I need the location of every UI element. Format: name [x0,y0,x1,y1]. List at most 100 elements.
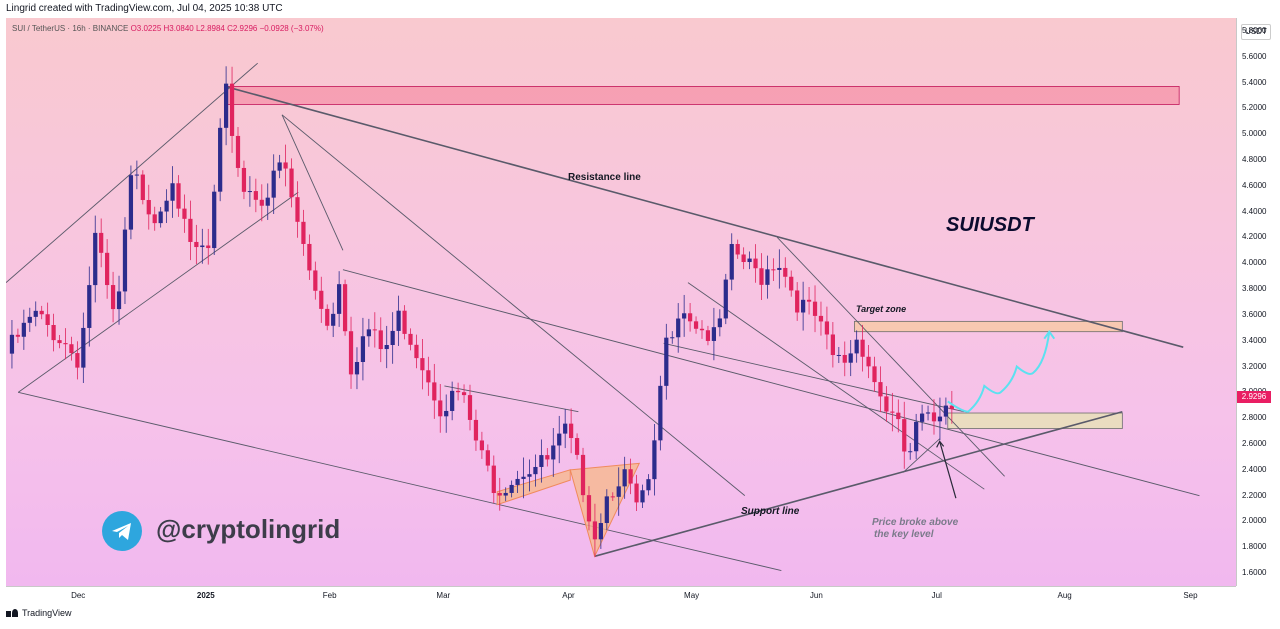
candle-body [170,183,175,201]
price-tick-label: 2.4000 [1242,464,1267,474]
time-axis[interactable]: Dec 2025 Feb Mar Apr May Jun Jul Aug Sep [6,586,1236,605]
candle-body [420,358,425,371]
candle-body [539,455,544,467]
candle-body [271,170,276,198]
candle-body [824,321,830,335]
last-price-badge: 2.9296 [1237,391,1271,403]
chart-legend: SUI / TetherUS · 16h · BINANCE O3.0225 H… [12,24,324,33]
candle-body [87,285,92,328]
candle-body [789,276,794,291]
support-line [594,410,1123,558]
candle-body [878,382,883,397]
candle-body [830,334,835,356]
candle-body [658,385,663,441]
price-tick-label: 2.8000 [1242,413,1267,423]
candle-body [241,167,247,192]
candle-body [75,353,80,368]
candle-body [259,199,264,206]
price-tick-label: 4.8000 [1242,155,1267,164]
currency-unit[interactable]: USDT [1241,24,1271,40]
tradingview-logo-icon [6,609,18,617]
candle-body [616,486,621,497]
candle-body [818,315,824,322]
candle-body [164,200,169,212]
candle-body [551,445,556,460]
candle-body [116,291,122,310]
candle-body [277,162,282,171]
time-tick-label: Feb [322,591,337,600]
candle-body [872,366,877,383]
candle-body [146,200,151,215]
candle-body [914,421,919,452]
candle-body [836,354,841,356]
candle-body [331,313,336,326]
candle-body [741,254,746,263]
candle-body [937,416,943,422]
time-tick-label: Jul [931,591,942,600]
time-tick-label: Sep [1183,591,1198,600]
breakout-note: Price broke above the key level [872,517,958,541]
trendline-9 [663,342,965,413]
candle-body [533,466,538,475]
candle-body [890,411,895,413]
candle-body [640,490,645,503]
candle-body [27,316,32,323]
price-axis[interactable]: USDT 1.6000 1.8000 2.0000 2.2000 2.4000 2.600… [1236,18,1277,586]
candle-body [295,197,300,222]
candle-body [527,474,532,477]
support-line-label: Support line [741,506,800,517]
price-chart[interactable] [6,18,1236,586]
price-tick-label: 3.6000 [1242,309,1267,319]
chart-area[interactable]: SUI / TetherUS · 16h · BINANCE O3.0225 H… [6,18,1236,586]
chart-credit: Lingrid created with TradingView.com, Ju… [0,0,1280,18]
footer-brand[interactable]: TradingView [6,608,72,618]
candle-body [378,330,383,350]
candle-body [467,395,473,420]
price-tick-label: 2.6000 [1242,439,1267,448]
candle-body [372,329,377,331]
candle-body [110,285,116,310]
candle-body [604,496,609,524]
candle-body [586,495,592,522]
price-tick-label: 2.2000 [1242,490,1267,500]
candle-body [301,221,306,244]
candle-body [21,322,26,337]
candle-body [200,245,205,248]
candle-body [69,344,74,354]
candle-body [194,241,199,248]
candle-body [919,413,925,422]
trendline-1 [17,191,299,393]
candle-body [444,410,449,417]
candle-body [485,450,490,466]
candle-body [140,174,145,201]
candle-body [860,339,865,357]
candle-body [949,405,954,410]
candle-body [622,469,627,487]
candle-body [884,396,889,412]
note-pointer-arrow-head [936,440,945,448]
candle-body [765,269,770,285]
zone-1 [854,320,1123,333]
price-tick-label: 2.0000 [1242,516,1267,526]
candle-body [664,337,669,386]
candle-body [580,454,586,496]
candle-body [182,208,187,219]
candle-body [842,354,847,363]
candle-body [557,433,562,446]
legend-ohlc: O3.0225 H3.0840 L2.8984 C2.9296 −0.0928 … [130,24,324,33]
candle-body [735,244,740,255]
candle-body [218,127,223,192]
candle-body [693,321,699,329]
candle-body [801,299,806,313]
price-tick-label: 3.2000 [1242,361,1267,371]
candle-body [479,440,485,451]
candle-body [854,339,859,354]
time-tick-label: Apr [562,591,575,600]
price-tick-label: 5.4000 [1242,77,1267,87]
candle-body [711,327,717,341]
note-pointer-arrow [939,441,957,499]
candle-body [491,465,496,494]
breakout-note-line2: the key level [874,529,934,540]
candle-body [354,362,360,375]
candle-body [15,334,21,337]
